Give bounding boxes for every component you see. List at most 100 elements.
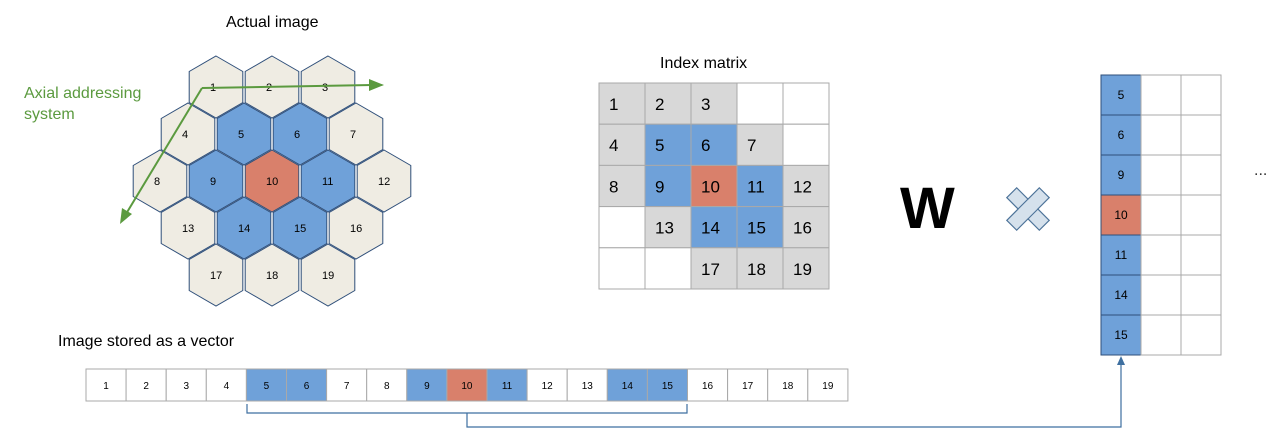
vector-cell-value: 7 (344, 381, 350, 392)
axial-addressing-label: Axial addressing system (24, 83, 141, 125)
column-matrix-value: 14 (1114, 288, 1128, 302)
axial-axis-horizontal (201, 84, 373, 89)
hex-cell-label: 12 (378, 176, 390, 188)
hex-cell (216, 196, 272, 260)
vector-cell-value: 3 (183, 381, 189, 392)
column-matrix: 5 6 9 10 11 14 15 (1100, 74, 1222, 356)
vector-cell-value: 17 (742, 381, 754, 392)
vector-cell (606, 368, 648, 402)
matrix-cell (644, 164, 692, 208)
hex-cell (328, 196, 384, 260)
hex-cell-label: 10 (266, 176, 278, 188)
matrix-cell-value: 13 (655, 219, 674, 238)
vector-cell (687, 368, 729, 402)
matrix-cell-value: 5 (655, 136, 664, 155)
matrix-cell (644, 123, 692, 166)
vector-cell-value: 16 (702, 381, 714, 392)
matrix-cell (782, 123, 830, 166)
hex-cell (300, 243, 356, 307)
matrix-cell-value: 6 (701, 136, 710, 155)
vector-cell (446, 368, 488, 402)
axial-arrowhead-right-icon (369, 79, 384, 91)
hex-cell-label: 2 (266, 82, 272, 94)
matrix-cell-value: 3 (701, 95, 710, 114)
hex-cell (188, 149, 244, 213)
matrix-cell-value: 16 (793, 219, 812, 238)
selection-brace (246, 404, 688, 414)
column-matrix-cell (1180, 274, 1222, 316)
hex-cell-label: 5 (238, 129, 244, 141)
column-matrix-cell (1100, 234, 1142, 276)
matrix-cell-value: 9 (655, 177, 664, 196)
matrix-cell (782, 82, 830, 125)
column-matrix-cell (1180, 154, 1222, 196)
column-matrix-cell (1180, 194, 1222, 236)
hex-cell-label: 19 (322, 270, 334, 282)
column-matrix-cell (1140, 114, 1182, 156)
hex-cell (216, 102, 272, 166)
vector-cell-value: 19 (822, 381, 834, 392)
hex-cell-label: 6 (294, 129, 300, 141)
column-matrix-cell (1100, 74, 1142, 116)
vector-cell-value: 13 (582, 381, 594, 392)
matrix-cell-value: 12 (793, 177, 812, 196)
column-matrix-value: 9 (1118, 168, 1125, 182)
hex-cell (132, 149, 188, 213)
vector-cell-value: 12 (542, 381, 554, 392)
hex-cell (356, 149, 412, 213)
matrix-cell-value: 11 (747, 177, 765, 196)
hex-cell-label: 16 (350, 223, 362, 235)
vector-cell-value: 14 (622, 381, 634, 392)
column-matrix-cell (1180, 234, 1222, 276)
multiply-cross-icon (1005, 186, 1051, 232)
hex-cell-label: 18 (266, 270, 278, 282)
hex-cell (160, 102, 216, 166)
matrix-cell (598, 247, 646, 290)
matrix-cell-value: 14 (701, 219, 720, 238)
column-matrix-cell (1140, 194, 1182, 236)
vector-title: Image stored as a vector (58, 333, 235, 350)
column-matrix-value: 6 (1118, 128, 1125, 142)
vector-cell (245, 368, 287, 402)
hex-cell-label: 11 (322, 176, 333, 188)
matrix-cell (690, 164, 738, 208)
hex-cell (160, 196, 216, 260)
hex-cell-label: 8 (154, 176, 160, 188)
axial-label-line2: system (24, 106, 75, 123)
column-matrix-cell (1100, 274, 1142, 316)
hex-cell (244, 149, 300, 213)
matrix-cell-value: 15 (747, 219, 766, 238)
column-matrix-value: 5 (1118, 88, 1125, 102)
vector-cell-value: 6 (304, 381, 310, 392)
vector-cell (366, 368, 408, 402)
hex-cell (300, 149, 356, 213)
vector-cell (767, 368, 809, 402)
column-matrix-cell (1180, 114, 1222, 156)
hex-cell-label: 7 (350, 129, 356, 141)
vector-cell (85, 368, 127, 402)
matrix-cell-value: 8 (609, 177, 618, 196)
column-matrix-cell (1100, 154, 1142, 196)
column-matrix-cell (1140, 74, 1182, 116)
hex-cell (244, 243, 300, 307)
matrix-cell-value: 4 (609, 136, 618, 155)
column-matrix-cell (1140, 154, 1182, 196)
vector-to-column-connector (246, 356, 1125, 428)
vector-cell (286, 368, 328, 402)
vector-cell-value: 15 (662, 381, 674, 392)
matrix-cell (736, 82, 784, 125)
column-matrix-cell (1100, 314, 1142, 356)
axial-label-line1: Axial addressing (24, 85, 142, 102)
matrix-cell (690, 123, 738, 166)
hex-cell (272, 102, 328, 166)
matrix-cell (690, 82, 738, 125)
connector-line (466, 364, 1122, 428)
matrix-cell-value: 18 (747, 260, 766, 279)
matrix-cell (690, 247, 738, 290)
axial-arrowhead-down-icon (120, 208, 132, 224)
hex-cell-label: 9 (210, 176, 216, 188)
column-matrix-cell (1100, 194, 1142, 236)
